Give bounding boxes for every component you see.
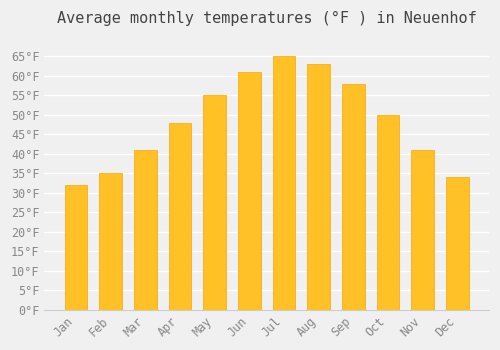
Title: Average monthly temperatures (°F ) in Neuenhof: Average monthly temperatures (°F ) in Ne…	[57, 11, 476, 26]
Bar	[134, 150, 156, 310]
Bar	[308, 64, 330, 310]
Bar	[377, 115, 400, 310]
Bar	[168, 123, 192, 310]
Bar	[238, 72, 260, 310]
Bar	[412, 150, 434, 310]
Bar	[204, 96, 226, 310]
Bar	[342, 84, 364, 310]
Bar	[100, 173, 122, 310]
Bar	[446, 177, 468, 310]
Bar	[64, 185, 87, 310]
Bar	[272, 56, 295, 310]
